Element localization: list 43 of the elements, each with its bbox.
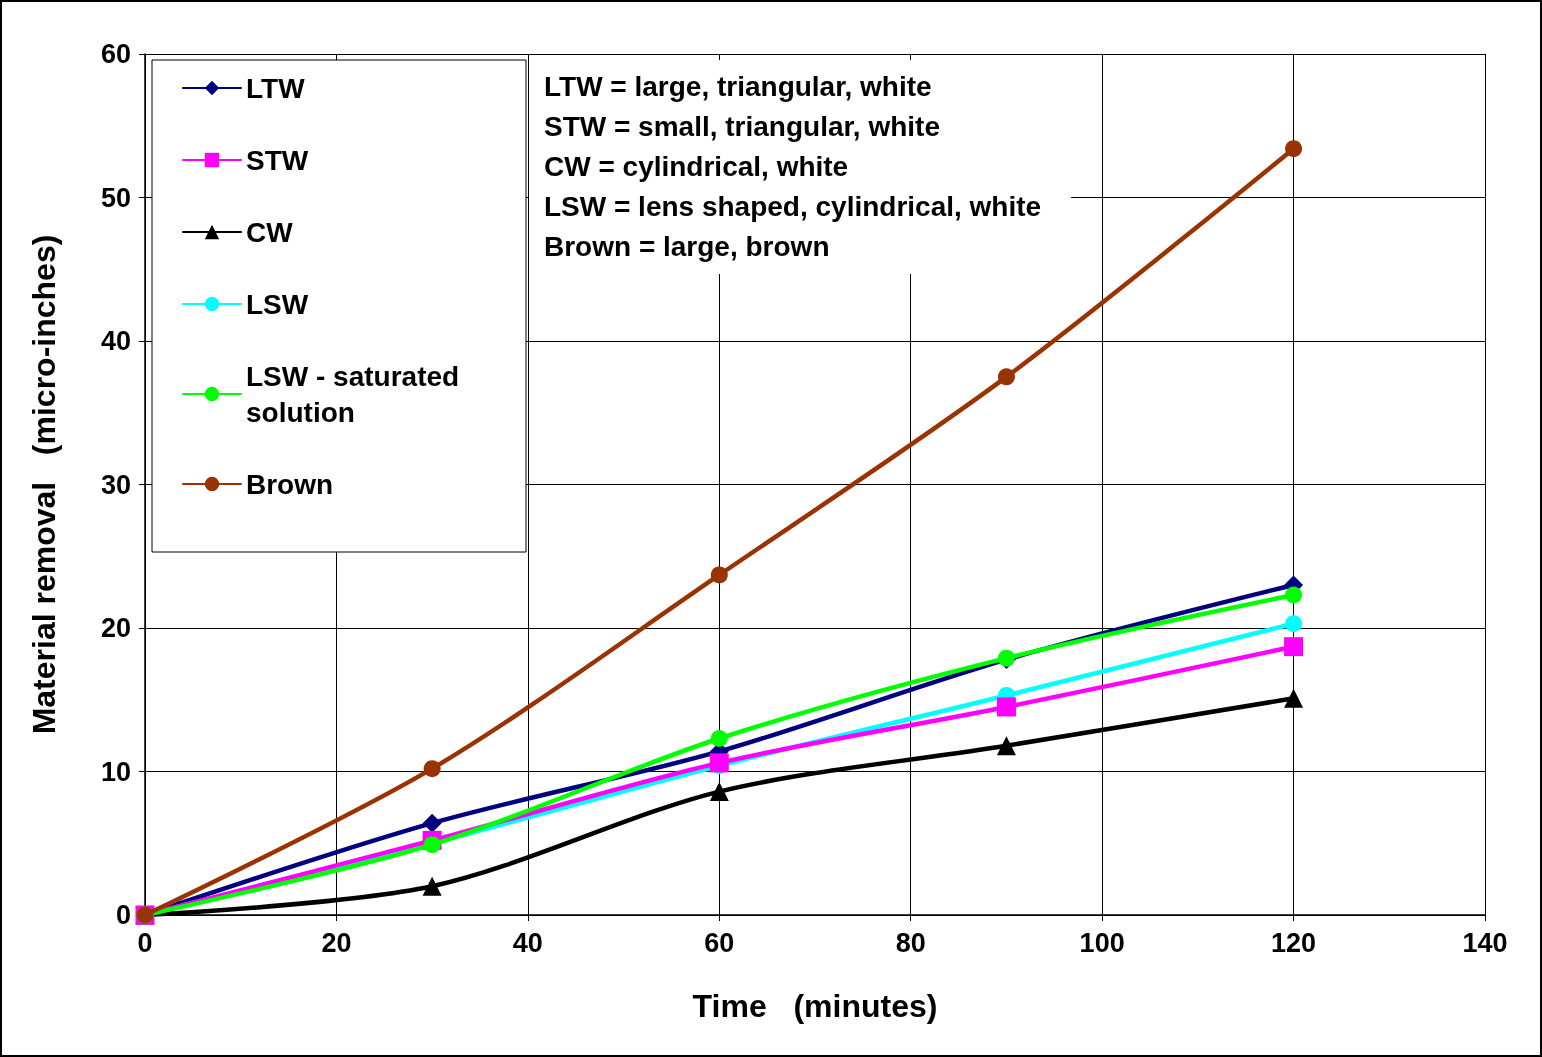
point <box>1284 637 1304 657</box>
point <box>1284 688 1304 708</box>
legend-label: Brown <box>246 468 334 500</box>
point <box>710 730 728 747</box>
point <box>422 813 442 833</box>
point <box>709 753 729 773</box>
legend-label: LSW <box>246 288 309 320</box>
point <box>710 566 728 584</box>
annotation: CW = cylindrical, white <box>544 150 849 182</box>
y-tick-label: 40 <box>100 326 131 356</box>
x-tick-label: 80 <box>895 927 926 958</box>
point <box>709 782 729 802</box>
y-tick-label: 60 <box>100 39 131 69</box>
legend-label: CW <box>246 216 294 248</box>
annotation: Brown = large, brown <box>544 230 830 262</box>
x-tick-label: 40 <box>512 927 543 958</box>
point <box>1285 615 1303 633</box>
point <box>1285 140 1303 158</box>
annotation: LSW = lens shaped, cylindrical, white <box>544 190 1042 222</box>
legend-label: STW <box>246 144 309 176</box>
point <box>996 736 1016 756</box>
y-tick-label: 30 <box>100 469 131 500</box>
x-tick-label: 120 <box>1271 927 1317 958</box>
x-tick-label: 20 <box>321 927 352 958</box>
y-tick-label: 50 <box>100 182 131 213</box>
point <box>997 368 1015 386</box>
x-tick-label: 0 <box>137 927 153 958</box>
x-tick-label: 140 <box>1462 927 1508 958</box>
legend-label: LTW <box>246 72 306 104</box>
y-tick-label: 10 <box>100 756 131 787</box>
legend-label: LSW - saturated solution <box>246 360 467 428</box>
x-axis-title: Time (minutes) <box>692 988 938 1024</box>
point <box>422 876 442 896</box>
x-tick-label: 60 <box>704 927 735 958</box>
y-tick-label: 20 <box>100 613 131 643</box>
point <box>996 697 1016 717</box>
annotation: LTW = large, triangular, white <box>544 70 932 102</box>
y-axis-title: Material removal (micro-inches) <box>26 234 62 735</box>
point <box>1285 586 1303 604</box>
annotation: STW = small, triangular, white <box>544 110 940 142</box>
point <box>423 760 441 778</box>
y-tick-label: 0 <box>115 900 131 930</box>
x-tick-label: 100 <box>1079 927 1125 958</box>
